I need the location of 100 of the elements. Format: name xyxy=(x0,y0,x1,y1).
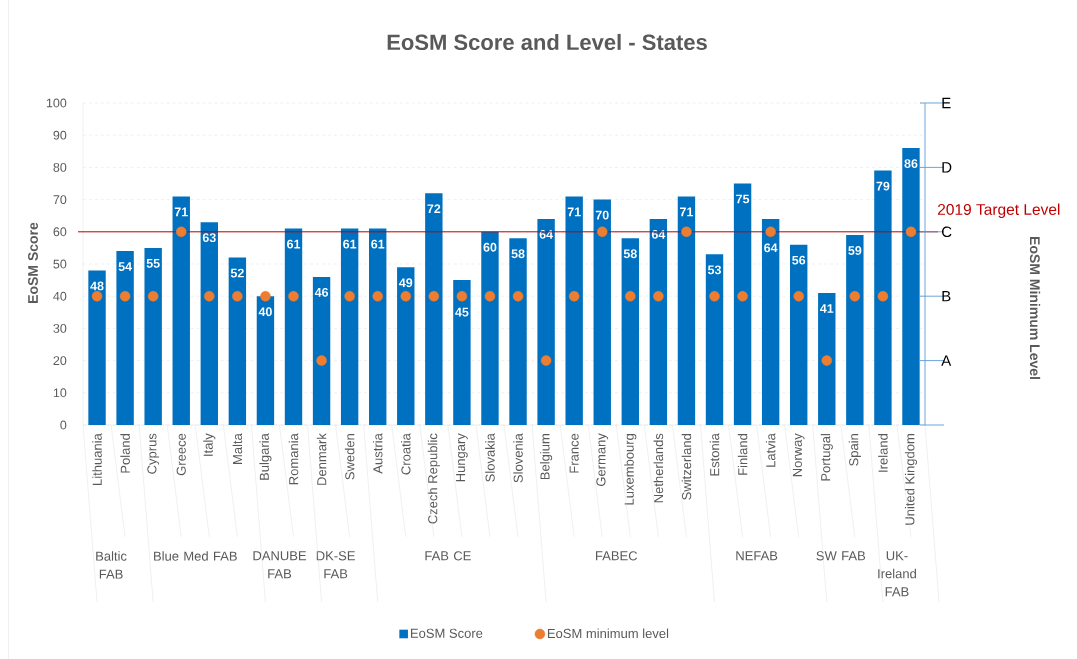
bar xyxy=(537,218,555,425)
bar xyxy=(88,270,106,425)
bar xyxy=(200,222,218,425)
text: UK-Ireland FAB xyxy=(878,551,916,597)
bar xyxy=(565,196,583,425)
point xyxy=(821,355,832,366)
x-tick-label: Portugal xyxy=(820,434,833,481)
x-tick-label: Finland xyxy=(737,434,748,475)
data-label: 64 xyxy=(651,229,666,239)
point xyxy=(709,291,720,302)
bar xyxy=(593,199,611,425)
x-tick-label: Austria xyxy=(372,433,383,474)
y-tick-label: 40 xyxy=(53,291,67,301)
y-tick-label: 70 xyxy=(53,195,67,205)
bar xyxy=(453,280,471,425)
bar xyxy=(733,183,752,425)
data-label: 71 xyxy=(567,207,581,217)
x-tick-label: Luxembourg xyxy=(624,434,637,505)
y-tick-label: 90 xyxy=(53,130,67,140)
data-label: 48 xyxy=(90,281,104,291)
bar xyxy=(312,276,331,425)
bar xyxy=(425,193,443,425)
x-tick-label: Greece xyxy=(176,433,186,476)
x-tick-label: Italy xyxy=(203,433,216,456)
x-tick-label: Estonia xyxy=(709,433,720,476)
data-label: 61 xyxy=(371,239,385,249)
bar xyxy=(677,196,696,425)
bar xyxy=(818,292,836,425)
y-tick-label: 10 xyxy=(53,388,67,398)
bar xyxy=(902,148,920,425)
x-tick-label: Lithuania xyxy=(92,433,102,485)
x-tick-label: Cyprus xyxy=(147,433,160,474)
y-tick-label: 30 xyxy=(53,323,67,333)
x-tick-label: Latvia xyxy=(765,433,776,467)
y-tick-label: 60 xyxy=(53,227,67,237)
y-tick-label: 50 xyxy=(53,259,67,269)
text: SW FAB xyxy=(816,551,866,561)
point xyxy=(176,226,187,237)
x-tick-label: Sweden xyxy=(344,434,355,480)
x-tick-label: Spain xyxy=(848,434,861,466)
chart-title: EoSM Score and Level - States xyxy=(387,33,707,51)
bar xyxy=(790,244,808,425)
bar xyxy=(481,231,499,425)
data-label: 70 xyxy=(595,210,609,220)
data-label: 54 xyxy=(118,262,132,271)
y-tick-label: 20 xyxy=(53,356,67,366)
x-tick-label: Switzerland xyxy=(681,434,692,500)
y-axis-title: EoSM Score xyxy=(28,222,38,303)
bar xyxy=(397,267,415,425)
bar xyxy=(369,228,387,425)
bar xyxy=(846,235,864,425)
x-tick-label: Slovenia xyxy=(513,433,523,483)
data-label: 72 xyxy=(427,204,441,214)
data-label: 63 xyxy=(202,233,216,243)
bar xyxy=(172,196,190,425)
legend-label: EoSM Score xyxy=(411,628,483,638)
point xyxy=(91,291,103,302)
text: B xyxy=(942,291,951,302)
data-label: 71 xyxy=(174,207,188,217)
data-label: 40 xyxy=(258,307,272,317)
point xyxy=(288,291,299,302)
point xyxy=(428,291,440,302)
data-label: 75 xyxy=(736,194,750,204)
data-label: 79 xyxy=(876,181,890,191)
point xyxy=(260,291,271,302)
point xyxy=(793,291,804,302)
x-tick-label: Germany xyxy=(596,433,609,486)
point xyxy=(597,226,608,237)
point xyxy=(765,226,776,237)
point xyxy=(512,291,524,302)
y-tick-label: 80 xyxy=(53,162,67,172)
bar xyxy=(116,251,134,425)
point xyxy=(540,355,552,366)
bar xyxy=(649,218,668,425)
x-tick-label: Poland xyxy=(120,434,130,473)
text: EoSM Minimum Level xyxy=(1029,236,1041,379)
text: A xyxy=(941,355,952,366)
y-tick-label: 100 xyxy=(46,98,67,108)
point xyxy=(372,291,383,302)
bar xyxy=(761,218,780,425)
point xyxy=(625,291,636,302)
text: C xyxy=(941,226,952,238)
point xyxy=(681,226,692,237)
point xyxy=(119,291,131,302)
x-tick-label: Hungary xyxy=(456,433,468,482)
x-tick-label: Romania xyxy=(288,433,299,485)
point xyxy=(147,291,159,302)
x-tick-label: Czech Republic xyxy=(427,433,440,524)
x-tick-label: Belgium xyxy=(540,434,553,480)
x-tick-label: Norway xyxy=(792,433,805,477)
data-label: 59 xyxy=(848,246,862,255)
y-tick-label: 0 xyxy=(60,420,67,430)
data-label: 58 xyxy=(511,249,525,259)
point xyxy=(484,291,496,302)
bar xyxy=(509,238,527,425)
data-label: 64 xyxy=(764,243,778,253)
data-label: 71 xyxy=(680,207,694,217)
text: E xyxy=(942,97,951,109)
bar xyxy=(874,170,892,425)
x-tick-label: France xyxy=(569,433,579,473)
